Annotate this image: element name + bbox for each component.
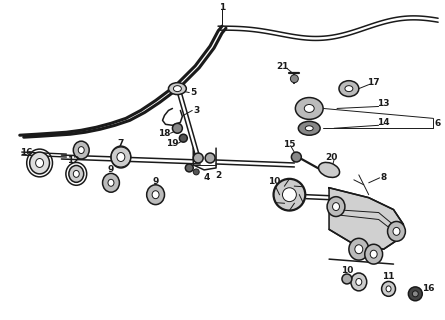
Ellipse shape: [327, 197, 345, 217]
Text: 20: 20: [325, 153, 337, 162]
Ellipse shape: [169, 83, 186, 95]
Ellipse shape: [345, 86, 353, 92]
Text: 7: 7: [117, 139, 124, 148]
Ellipse shape: [111, 146, 131, 168]
Ellipse shape: [147, 185, 165, 204]
Text: 16: 16: [20, 148, 33, 156]
Ellipse shape: [339, 81, 359, 97]
Circle shape: [291, 152, 301, 162]
Text: 10: 10: [341, 266, 353, 275]
Text: 21: 21: [276, 62, 289, 71]
Text: 18: 18: [158, 129, 171, 138]
Ellipse shape: [370, 250, 377, 258]
Polygon shape: [329, 188, 404, 249]
Text: 16: 16: [422, 284, 434, 293]
Text: 4: 4: [204, 173, 210, 182]
Ellipse shape: [365, 244, 383, 264]
Ellipse shape: [152, 191, 159, 199]
Ellipse shape: [305, 126, 313, 131]
Text: 12: 12: [67, 156, 80, 165]
Circle shape: [173, 123, 182, 133]
Ellipse shape: [283, 188, 296, 202]
Circle shape: [342, 274, 352, 284]
Text: 11: 11: [382, 272, 395, 282]
Circle shape: [193, 153, 203, 163]
Text: 10: 10: [268, 177, 281, 186]
Ellipse shape: [36, 158, 44, 167]
Ellipse shape: [69, 165, 84, 182]
Circle shape: [205, 153, 215, 163]
Ellipse shape: [274, 179, 305, 211]
Ellipse shape: [356, 278, 362, 285]
Text: 19: 19: [166, 139, 179, 148]
Text: 2: 2: [215, 172, 221, 180]
Ellipse shape: [351, 273, 367, 291]
Ellipse shape: [304, 105, 314, 112]
Ellipse shape: [102, 173, 119, 192]
Ellipse shape: [78, 147, 84, 154]
Ellipse shape: [30, 152, 49, 174]
Ellipse shape: [295, 98, 323, 119]
Text: 8: 8: [380, 173, 387, 182]
Text: 17: 17: [368, 78, 380, 87]
Ellipse shape: [382, 281, 396, 296]
Text: 15: 15: [283, 140, 295, 148]
Text: 9: 9: [152, 177, 159, 186]
Text: 6: 6: [435, 119, 441, 128]
Text: 5: 5: [190, 88, 196, 97]
Circle shape: [193, 169, 199, 175]
Text: 14: 14: [377, 118, 390, 127]
Ellipse shape: [108, 179, 114, 186]
Ellipse shape: [73, 171, 79, 177]
Ellipse shape: [319, 163, 340, 177]
Ellipse shape: [332, 203, 340, 211]
Ellipse shape: [174, 86, 182, 92]
Ellipse shape: [355, 245, 363, 254]
Text: 3: 3: [193, 106, 199, 115]
Text: 9: 9: [108, 165, 114, 174]
Circle shape: [409, 287, 422, 301]
Ellipse shape: [349, 238, 369, 260]
Circle shape: [185, 164, 193, 172]
Ellipse shape: [386, 286, 391, 292]
Ellipse shape: [388, 221, 405, 241]
Ellipse shape: [393, 228, 400, 235]
Circle shape: [413, 291, 418, 297]
Ellipse shape: [73, 141, 89, 159]
Circle shape: [291, 75, 298, 83]
Ellipse shape: [298, 121, 320, 135]
Ellipse shape: [117, 153, 125, 162]
Text: 13: 13: [377, 99, 390, 108]
Text: 1: 1: [219, 3, 225, 12]
Circle shape: [179, 134, 187, 142]
